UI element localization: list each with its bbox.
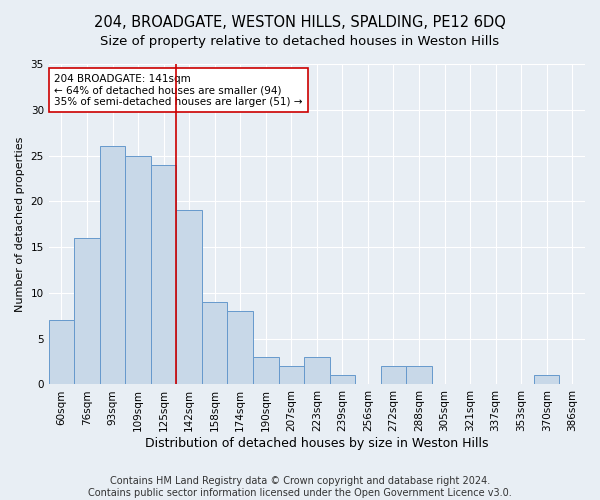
Bar xyxy=(49,320,74,384)
Bar xyxy=(227,311,253,384)
Bar xyxy=(380,366,406,384)
Bar xyxy=(151,164,176,384)
Bar xyxy=(534,376,559,384)
Bar xyxy=(278,366,304,384)
Text: Contains HM Land Registry data © Crown copyright and database right 2024.
Contai: Contains HM Land Registry data © Crown c… xyxy=(88,476,512,498)
Bar xyxy=(253,357,278,384)
Text: Size of property relative to detached houses in Weston Hills: Size of property relative to detached ho… xyxy=(100,35,500,48)
Bar xyxy=(100,146,125,384)
X-axis label: Distribution of detached houses by size in Weston Hills: Distribution of detached houses by size … xyxy=(145,437,488,450)
Bar xyxy=(329,376,355,384)
Text: 204, BROADGATE, WESTON HILLS, SPALDING, PE12 6DQ: 204, BROADGATE, WESTON HILLS, SPALDING, … xyxy=(94,15,506,30)
Bar xyxy=(74,238,100,384)
Bar xyxy=(304,357,329,384)
Text: 204 BROADGATE: 141sqm
← 64% of detached houses are smaller (94)
35% of semi-deta: 204 BROADGATE: 141sqm ← 64% of detached … xyxy=(54,74,302,107)
Bar xyxy=(125,156,151,384)
Bar xyxy=(176,210,202,384)
Bar xyxy=(202,302,227,384)
Y-axis label: Number of detached properties: Number of detached properties xyxy=(15,136,25,312)
Bar xyxy=(406,366,432,384)
